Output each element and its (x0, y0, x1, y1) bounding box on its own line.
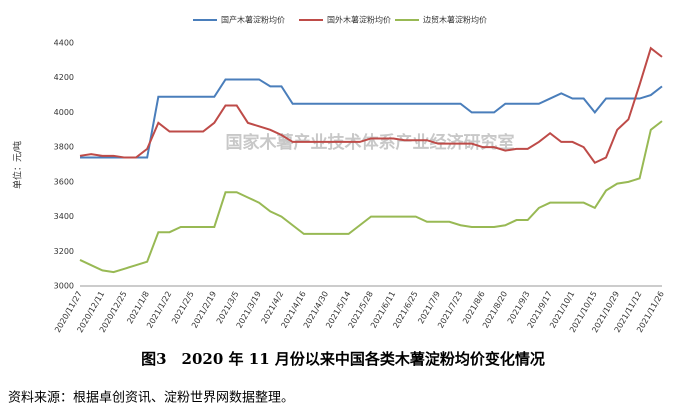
legend-label: 国产木薯淀粉均价 (221, 15, 285, 25)
source: 资料来源：根据卓创资讯、淀粉世界网数据整理。 (8, 391, 294, 406)
line-series (79, 46, 663, 165)
legend-label: 边贸木薯淀粉均价 (423, 15, 487, 25)
y-tick-label: 4000 (54, 108, 74, 117)
y-axis-label: 单位：元/吨 (12, 141, 24, 189)
y-tick-label: 3400 (54, 212, 74, 221)
y-tick-label: 4400 (54, 39, 74, 48)
y-tick-label: 3800 (54, 143, 74, 152)
caption: 图3 2020 年 11 月份以来中国各类木薯淀粉均价变化情况 (141, 350, 545, 368)
y-tick-label: 3600 (54, 177, 74, 186)
y-tick-label: 4200 (54, 73, 74, 82)
line-series (79, 120, 663, 274)
y-tick-label: 3000 (54, 282, 74, 291)
watermark: 国家木薯产业技术体系产业经济研究室 (226, 132, 515, 153)
y-tick-label: 3200 (54, 247, 74, 256)
legend-label: 国外木薯淀粉均价 (327, 15, 391, 25)
line-series (80, 78, 663, 159)
